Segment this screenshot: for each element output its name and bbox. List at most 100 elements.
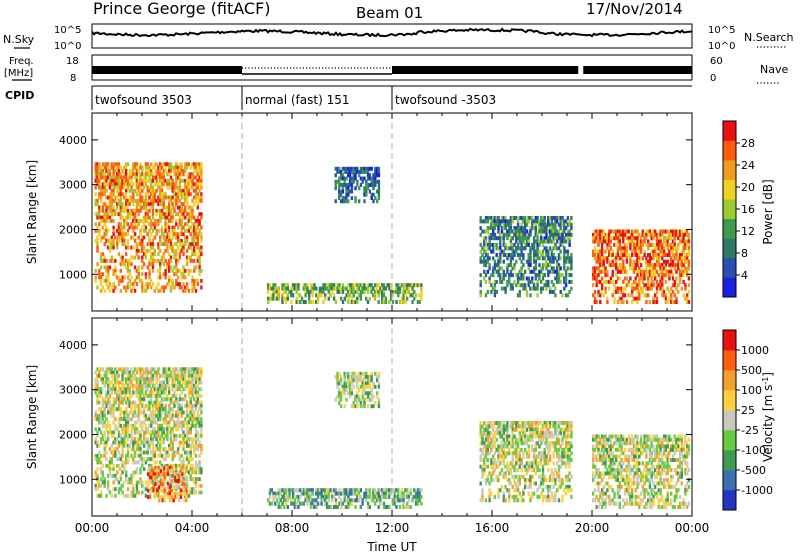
power-cell-r0 — [137, 185, 140, 190]
velocity-cell-r0 — [168, 420, 171, 425]
power-cell-r4 — [623, 269, 627, 274]
power-cell-r0 — [151, 258, 155, 263]
power-cell-r2 — [295, 300, 298, 304]
velocity-cell-r2 — [339, 394, 343, 399]
power-cell-r2 — [391, 300, 395, 304]
power-cell-r0 — [126, 228, 130, 233]
power-cell-r1 — [341, 199, 345, 204]
velocity-cell-r0 — [107, 383, 110, 388]
velocity-cell-r0 — [166, 427, 169, 432]
power-cell-r4 — [654, 266, 657, 271]
power-cell-r4 — [662, 289, 666, 294]
power-cell-r2 — [397, 293, 400, 298]
power-cell-r0 — [191, 198, 194, 203]
power-cell-r4 — [641, 256, 644, 261]
power-cell-r3 — [548, 229, 552, 234]
velocity-cell-r0 — [200, 417, 203, 422]
power-cell-r4 — [647, 283, 650, 288]
velocity-cell-r0 — [166, 373, 169, 378]
velocity-cell-r3 — [281, 488, 284, 493]
power-cell-r3 — [529, 269, 532, 274]
power-cell-r0 — [105, 195, 108, 200]
velocity-cell-r0 — [180, 373, 183, 378]
power-cell-r3 — [531, 276, 534, 281]
power-cell-r2 — [320, 293, 323, 298]
velocity-cell-r3 — [320, 491, 323, 496]
velocity-cell-r0 — [137, 410, 140, 415]
power-cell-r3 — [518, 276, 521, 281]
velocity-cell-r0 — [119, 410, 122, 415]
power-cell-r0 — [196, 235, 199, 240]
power-cell-r0 — [159, 258, 162, 263]
power-cell-r0 — [184, 195, 187, 200]
power-cell-r3 — [506, 269, 509, 274]
power-cell-r3 — [557, 263, 561, 268]
velocity-cell-r3 — [288, 491, 291, 496]
velocity-cell-r0 — [189, 457, 192, 462]
power-cell-r3 — [522, 276, 525, 281]
power-cell-r4 — [600, 253, 604, 257]
power-cell-r0 — [166, 205, 169, 210]
power-cell-r0 — [189, 192, 192, 197]
power-cell-r4 — [664, 259, 668, 264]
power-cell-r0 — [105, 202, 108, 207]
velocity-cell-r0 — [157, 433, 160, 438]
power-cell-r0 — [198, 232, 201, 237]
velocity-cell-r0 — [94, 413, 97, 418]
power-cell-r4 — [616, 289, 620, 294]
power-cell-r0 — [94, 268, 97, 273]
power-cell-r0 — [112, 242, 115, 247]
power-cell-r3 — [483, 239, 486, 244]
velocity-cell-r3 — [283, 491, 286, 496]
velocity-cell-r0 — [108, 427, 112, 432]
power-cell-r4 — [670, 256, 673, 261]
velocity-cell-r0 — [159, 447, 162, 452]
power-cell-r0 — [139, 205, 142, 210]
power-cell-r0 — [159, 168, 162, 173]
velocity-cell-r3 — [299, 494, 302, 499]
velocity-cell-r0 — [110, 410, 113, 415]
power-cell-r3 — [511, 246, 514, 251]
velocity-cell-r0 — [130, 423, 133, 428]
power-cell-r2 — [308, 289, 311, 294]
power-cell-r4 — [675, 300, 678, 304]
power-cell-r0 — [189, 172, 192, 177]
velocity-cell-r0 — [144, 480, 148, 485]
velocity-cell-r0 — [150, 423, 153, 428]
power-cell-r4 — [615, 253, 618, 257]
power-cell-r0 — [160, 192, 164, 197]
velocity-cell-r0 — [162, 420, 165, 425]
velocity-cell-r2 — [361, 391, 364, 396]
power-cell-r2 — [407, 283, 411, 288]
velocity-cell-r0 — [107, 387, 110, 392]
power-cell-r0 — [182, 272, 185, 277]
power-cell-r0 — [98, 195, 101, 200]
power-cell-r3 — [495, 216, 498, 220]
power-cell-r4 — [662, 259, 666, 264]
power-cell-r4 — [661, 283, 664, 288]
velocity-cell-r0 — [99, 417, 103, 422]
velocity-cell-r0 — [142, 377, 146, 382]
power-cell-r0 — [162, 162, 165, 167]
velocity-cell-r0 — [196, 367, 199, 372]
power-cell-r4 — [622, 229, 625, 234]
velocity-cell-r0 — [108, 430, 112, 435]
velocity-cell-r2 — [377, 401, 381, 405]
power-cell-r0 — [176, 282, 180, 287]
colorbar-tick-label: 16 — [741, 203, 755, 216]
velocity-cell-r2 — [365, 384, 368, 389]
power-ylabel: Slant Range [km] — [25, 160, 39, 264]
velocity-cell-r3 — [320, 488, 323, 493]
velocity-cell-r0 — [191, 373, 194, 378]
power-cell-r0 — [160, 215, 164, 220]
velocity-cell-r0 — [130, 407, 133, 412]
power-cell-r0 — [157, 198, 160, 203]
power-cell-r4 — [636, 232, 639, 237]
velocity-cell-r2 — [374, 401, 377, 405]
velocity-cell-r0 — [135, 383, 139, 388]
power-cell-r0 — [132, 285, 135, 290]
power-cell-r4 — [636, 289, 639, 294]
velocity-cell-r0 — [166, 383, 169, 388]
power-cell-r3 — [492, 226, 495, 231]
power-cell-r3 — [499, 256, 502, 261]
